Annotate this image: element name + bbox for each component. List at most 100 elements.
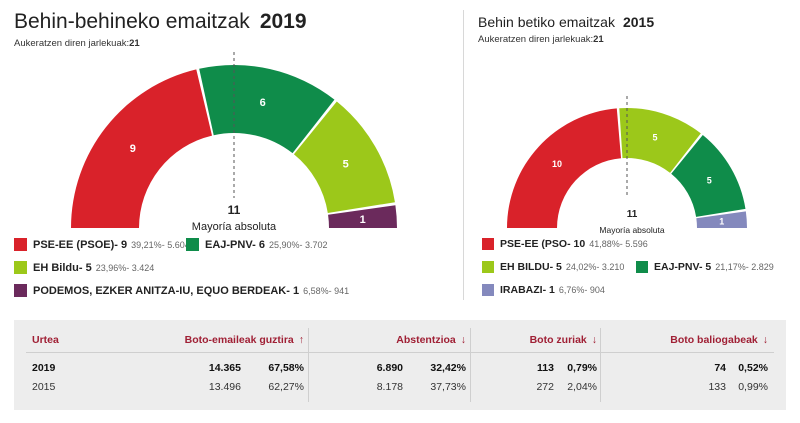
legend-meta: 21,17%- 2.829 (715, 262, 774, 272)
seat-segment (328, 205, 397, 228)
cell-abstention: 8.178 (376, 381, 403, 393)
sort-up-icon: ↑ (298, 334, 304, 346)
table-header-divider (26, 352, 774, 353)
sort-down-icon: ↓ (460, 334, 466, 346)
chart-2015-majority-value: 11 (626, 209, 638, 220)
header-year: Urtea (32, 334, 59, 346)
legend-item: PSE-EE (PSO- 10 41,88%- 5.596 (482, 238, 648, 250)
chart-2015-hemicycle: 10 5 5 1 (507, 96, 747, 228)
legend-swatch (636, 261, 648, 273)
sort-down-icon: ↓ (762, 334, 768, 346)
column-divider (470, 328, 471, 402)
seat-count-label: 6 (260, 97, 266, 109)
chart-2015-year: 2015 (622, 14, 655, 30)
seat-count-label: 9 (130, 143, 136, 155)
cell-voters-pct: 67,58% (268, 362, 304, 374)
chart-2015-majority-label: Mayoría absoluta (599, 225, 665, 235)
panel-divider (463, 10, 464, 300)
column-divider (600, 328, 601, 402)
legend-item: PODEMOS, EZKER ANITZA-IU, EQUO BERDEAK- … (14, 284, 349, 297)
seat-segment (507, 108, 622, 228)
chart-2015-seats-total: 21 (593, 34, 604, 45)
seat-count-label: 5 (652, 132, 657, 142)
seat-segment (671, 134, 746, 217)
cell-year: 2019 (32, 362, 56, 374)
chart-2019-majority-label: Mayoría absoluta (191, 221, 277, 233)
legend-item: EAJ-PNV- 5 21,17%- 2.829 (636, 261, 774, 273)
chart-2019-panel: Behin-behineko emaitzak 2019 Aukeratzen d… (0, 0, 455, 310)
legend-item: PSE-EE (PSOE)- 9 39,21%- 5.604 (14, 238, 190, 251)
chart-2015-title: Behin betiko emaitzak 2015 (478, 14, 654, 32)
chart-2019-seats-label: Aukeratzen diren jarlekuak: (14, 38, 130, 49)
seat-segment (71, 69, 213, 229)
cell-blank: 272 (536, 381, 554, 393)
cell-abstention-pct: 37,73% (430, 381, 466, 393)
cell-abstention-pct: 32,42% (430, 362, 466, 374)
column-divider (308, 328, 309, 402)
sort-down-icon: ↓ (591, 334, 597, 346)
legend-meta: 6,76%- 904 (558, 285, 605, 295)
cell-year: 2015 (32, 381, 56, 393)
legend-name: PSE-EE (PSOE)- 9 (33, 238, 128, 251)
seat-segment (619, 108, 701, 173)
header-voters[interactable]: Boto-emaileak guztira ↑ (184, 334, 304, 346)
legend-swatch (482, 284, 494, 296)
header-invalid[interactable]: Boto baliogabeak ↓ (670, 334, 768, 346)
chart-2015-majority: 11 Mayoría absoluta (582, 209, 682, 238)
cell-invalid: 133 (708, 381, 726, 393)
seat-count-label: 5 (343, 158, 349, 170)
seat-segment (696, 211, 747, 228)
seat-count-label: 10 (552, 159, 562, 169)
legend-name: EH BILDU- 5 (500, 261, 562, 273)
legend-name: PSE-EE (PSO- 10 (500, 238, 586, 250)
legend-meta: 23,96%- 3.424 (95, 262, 155, 273)
cell-voters: 13.496 (208, 381, 241, 393)
header-blank[interactable]: Boto zuriak ↓ (529, 334, 597, 346)
legend-item: EH Bildu- 5 23,96%- 3.424 (14, 261, 154, 274)
chart-2015-seats-info: Aukeratzen diren jarlekuak:21 (478, 34, 604, 45)
legend-item: EAJ-PNV- 6 25,90%- 3.702 (186, 238, 328, 251)
legend-swatch (186, 238, 199, 251)
cell-blank: 113 (537, 362, 554, 374)
legend-name: EAJ-PNV- 5 (654, 261, 712, 273)
chart-2015-panel: Behin betiko emaitzak 2015 Aukeratzen dir… (470, 0, 800, 310)
seat-segment (293, 101, 395, 213)
legend-swatch (14, 261, 27, 274)
legend-name: EH Bildu- 5 (33, 261, 92, 274)
cell-invalid-pct: 0,52% (738, 362, 768, 374)
legend-meta: 6,58%- 941 (303, 285, 350, 296)
legend-meta: 24,02%- 3.210 (565, 262, 625, 272)
cell-voters: 14.365 (208, 362, 241, 374)
legend-name: PODEMOS, EZKER ANITZA-IU, EQUO BERDEAK- … (33, 284, 300, 297)
chart-2019-majority-value: 11 (227, 203, 241, 217)
legend-swatch (14, 238, 27, 251)
legend-item: IRABAZI- 1 6,76%- 904 (482, 284, 605, 296)
legend-swatch (14, 284, 27, 297)
legend-name: IRABAZI- 1 (500, 284, 555, 296)
legend-swatch (482, 261, 494, 273)
chart-2019-title-text: Behin-behineko emaitzak (14, 10, 250, 33)
chart-2015-seats-label: Aukeratzen diren jarlekuak: (478, 34, 594, 45)
chart-2019-title: Behin-behineko emaitzak 2019 (14, 10, 307, 34)
chart-2019-seats-total: 21 (129, 38, 140, 49)
legend-name: EAJ-PNV- 6 (205, 238, 265, 251)
header-abstention[interactable]: Abstentzioa ↓ (396, 334, 466, 346)
seat-count-label: 1 (360, 214, 366, 226)
cell-abstention: 6.890 (376, 362, 403, 374)
seat-segment (199, 65, 335, 154)
chart-2019-seats-info: Aukeratzen diren jarlekuak:21 (14, 38, 140, 49)
results-table: Urtea Boto-emaileak guztira ↑ Abstentzioa… (14, 320, 786, 410)
cell-invalid: 74 (714, 362, 726, 374)
legend-meta: 25,90%- 3.702 (268, 239, 328, 250)
cell-blank-pct: 2,04% (567, 381, 597, 393)
chart-2019-majority: 11 Mayoría absoluta (184, 203, 284, 235)
seat-count-label: 5 (707, 176, 712, 186)
chart-2019-year: 2019 (259, 10, 307, 33)
cell-blank-pct: 0,79% (567, 362, 597, 374)
chart-2019-hemicycle: 9 6 5 1 (71, 52, 397, 229)
chart-2015-title-text: Behin betiko emaitzak (478, 14, 615, 30)
legend-swatch (482, 238, 494, 250)
seat-count-label: 1 (719, 217, 724, 227)
cell-invalid-pct: 0,99% (738, 381, 768, 393)
legend-meta: 41,88%- 5.596 (589, 239, 648, 249)
